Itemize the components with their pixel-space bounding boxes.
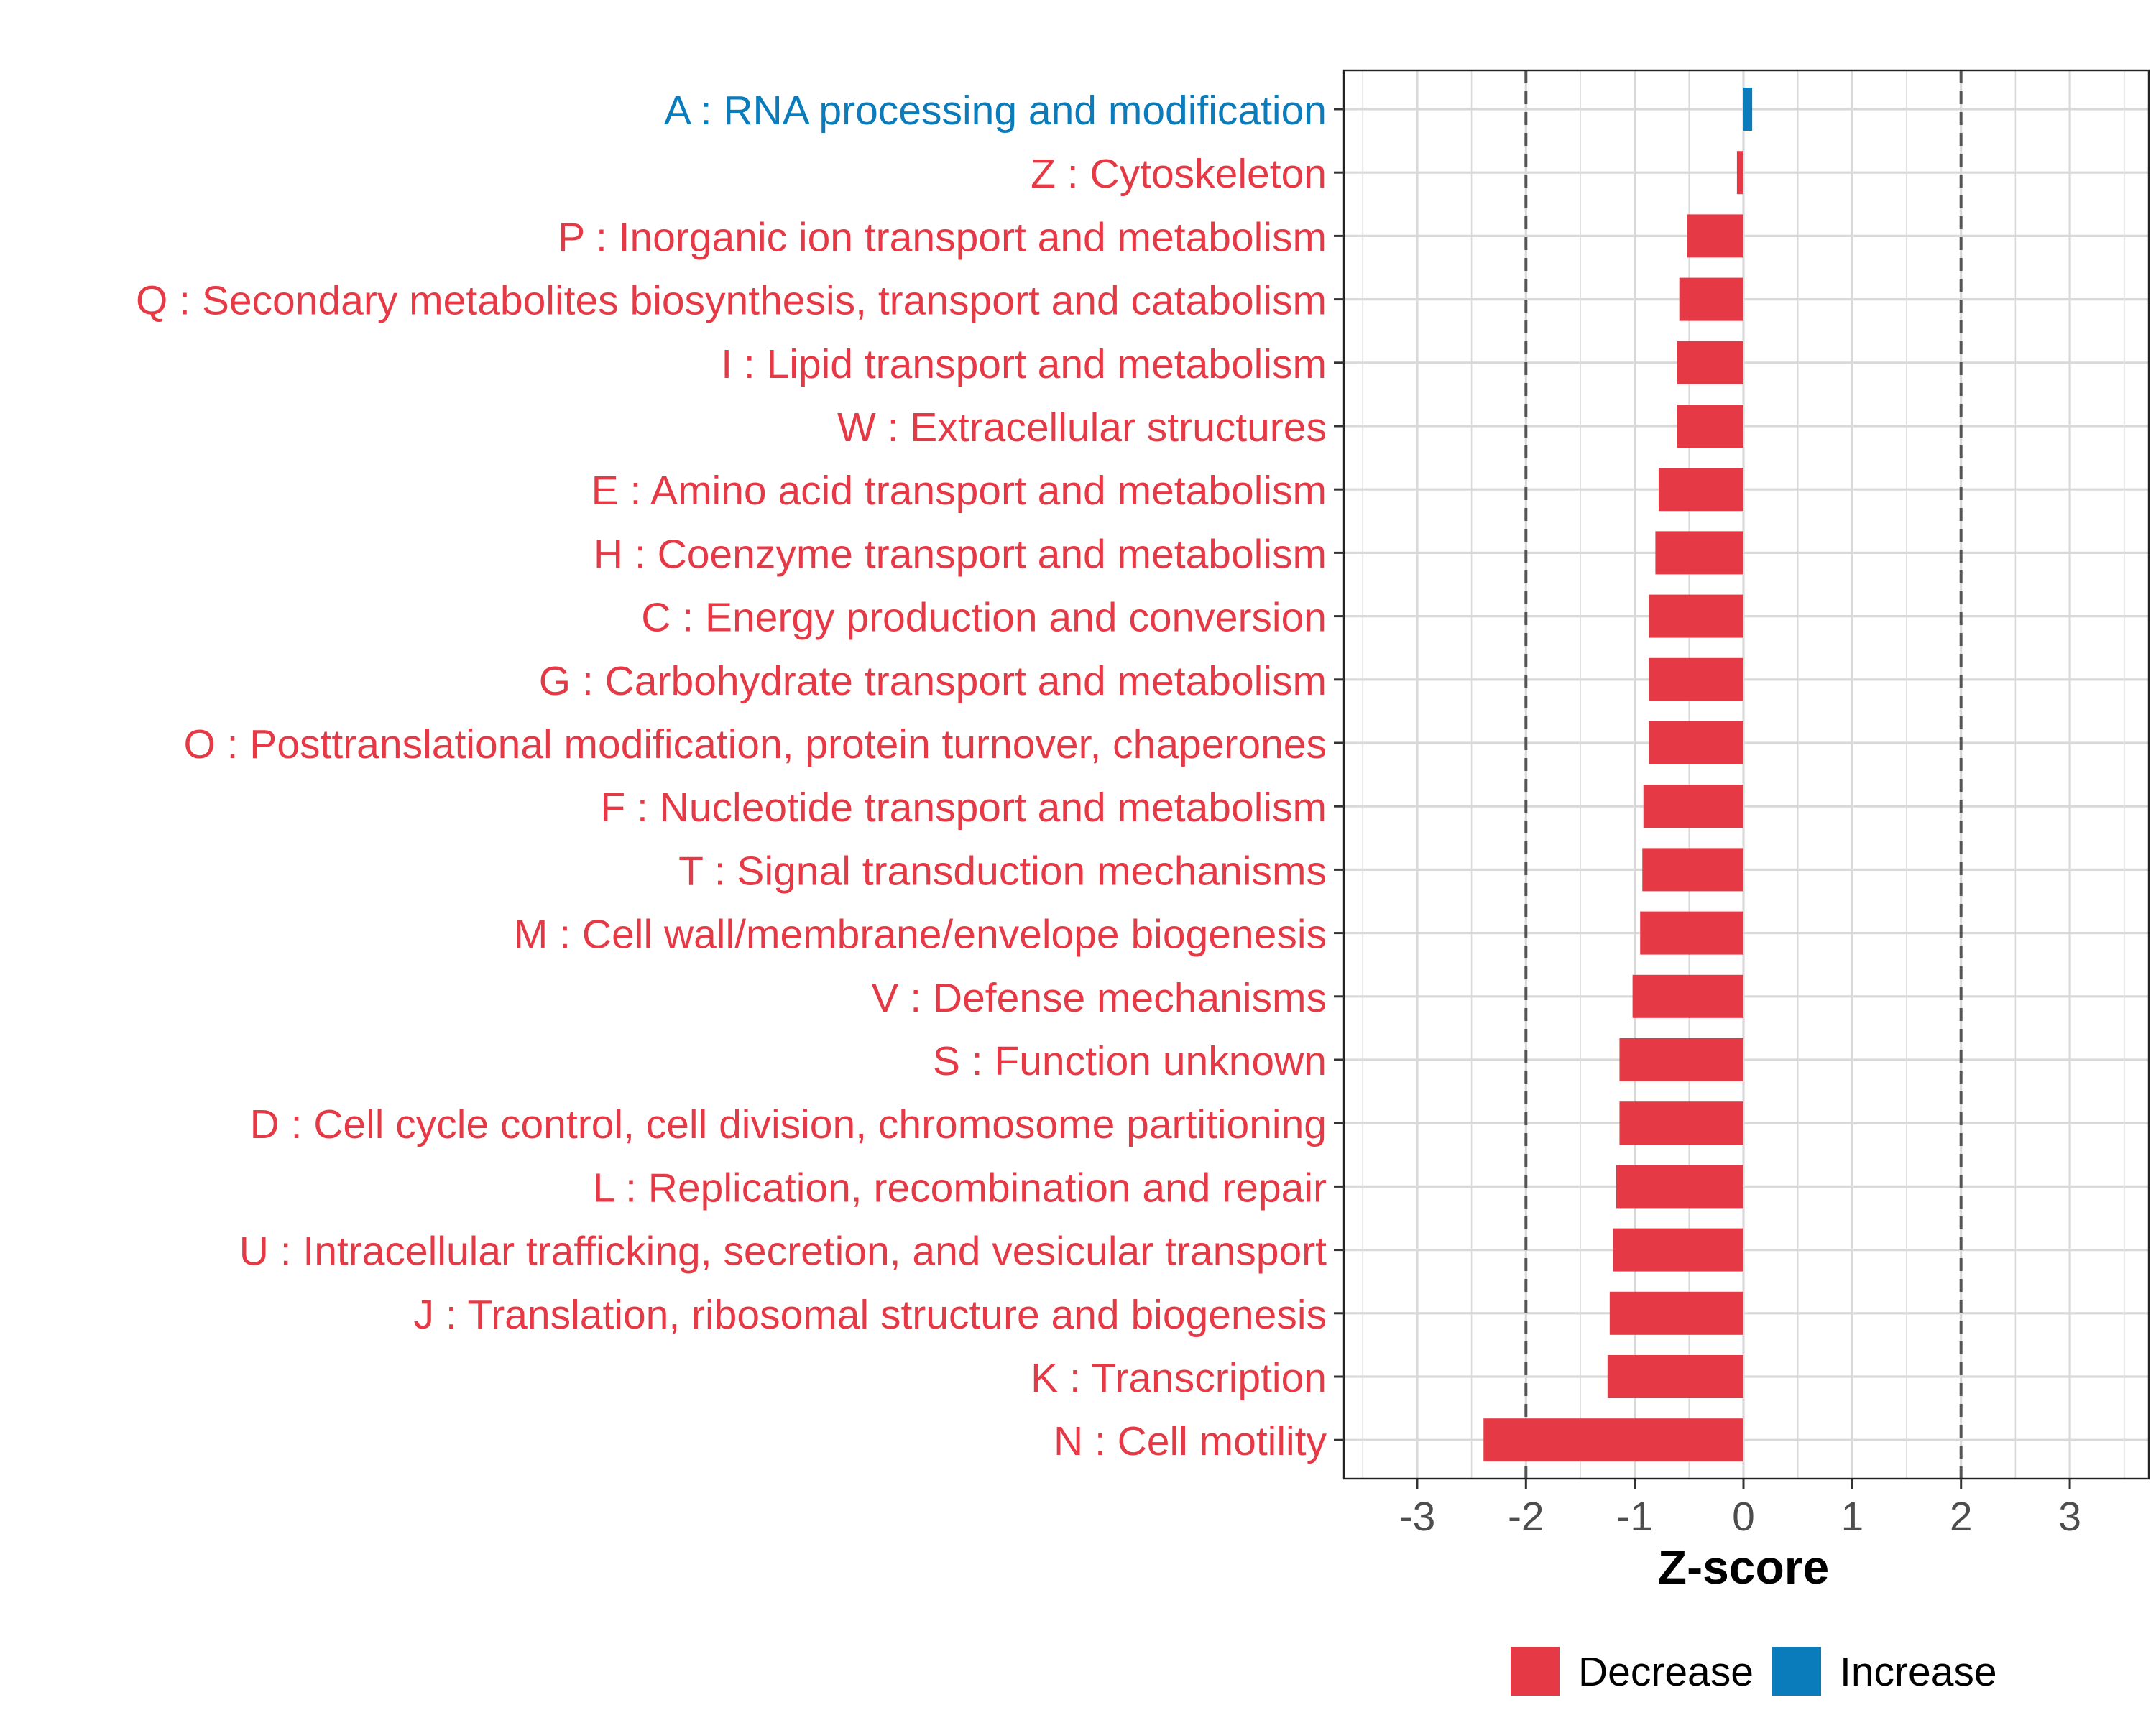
bar-t	[1642, 848, 1743, 892]
category-label: V : Defense mechanisms	[871, 975, 1327, 1021]
category-label: E : Amino acid transport and metabolism	[591, 468, 1327, 514]
legend-key-increase	[1772, 1647, 1821, 1696]
category-label: D : Cell cycle control, cell division, c…	[250, 1101, 1327, 1147]
category-label: F : Nucleotide transport and metabolism	[600, 785, 1327, 831]
bar-m	[1640, 911, 1743, 955]
y-axis-ticks	[1334, 108, 1344, 1441]
bar-q	[1679, 277, 1743, 321]
bar-v	[1632, 974, 1743, 1018]
category-label: I : Lipid transport and metabolism	[721, 341, 1327, 387]
category-label: S : Function unknown	[933, 1038, 1327, 1084]
bar-g	[1649, 657, 1743, 701]
x-axis-title: Z-score	[1658, 1540, 1829, 1594]
x-axis-labels: -3 -2 -1 0 1 2 3	[1399, 1494, 2081, 1540]
bar-k	[1607, 1355, 1743, 1398]
category-label: W : Extracellular structures	[837, 405, 1327, 451]
bar-w	[1677, 405, 1743, 448]
x-tick-label: 2	[1950, 1494, 1973, 1540]
x-tick-label: 1	[1841, 1494, 1864, 1540]
category-label: O : Posttranslational modification, prot…	[183, 721, 1327, 767]
category-label: G : Carbohydrate transport and metabolis…	[539, 658, 1327, 704]
legend-key-decrease	[1511, 1647, 1560, 1696]
bar-j	[1609, 1291, 1743, 1335]
bar-i	[1677, 341, 1743, 384]
bar-e	[1658, 468, 1743, 512]
category-label: C : Energy production and conversion	[641, 595, 1327, 641]
legend-label-increase: Increase	[1840, 1649, 1997, 1695]
x-tick-label: -1	[1616, 1494, 1653, 1540]
category-label: Q : Secondary metabolites biosynthesis, …	[136, 278, 1327, 324]
bar-u	[1613, 1228, 1743, 1272]
bar-s	[1619, 1038, 1743, 1081]
category-label: T : Signal transduction mechanisms	[678, 848, 1327, 894]
bar-z	[1736, 151, 1743, 195]
category-label: N : Cell motility	[1054, 1418, 1327, 1464]
x-tick-label: 3	[2058, 1494, 2081, 1540]
category-label: H : Coenzyme transport and metabolism	[594, 531, 1327, 577]
bar-o	[1649, 721, 1743, 764]
bar-c	[1649, 594, 1743, 638]
category-label: P : Inorganic ion transport and metaboli…	[558, 214, 1327, 260]
x-axis-ticks	[1416, 1479, 2071, 1489]
bar-f	[1643, 785, 1743, 828]
category-label: J : Translation, ribosomal structure and…	[414, 1292, 1327, 1338]
bar-n	[1483, 1418, 1743, 1462]
legend-label-decrease: Decrease	[1578, 1649, 1754, 1695]
plot-panel-border	[1342, 69, 2150, 1480]
bar-d	[1619, 1101, 1743, 1145]
category-label: M : Cell wall/membrane/envelope biogenes…	[514, 912, 1327, 958]
reference-lines	[1524, 70, 1963, 1479]
x-tick-label: 0	[1732, 1494, 1755, 1540]
category-label: K : Transcription	[1031, 1355, 1327, 1401]
category-label: A : RNA processing and modification	[664, 88, 1327, 134]
legend: Decrease Increase	[1511, 1647, 1997, 1696]
x-tick-label: -2	[1508, 1494, 1544, 1540]
bar-h	[1655, 531, 1743, 575]
x-tick-label: -3	[1399, 1494, 1436, 1540]
category-label: L : Replication, recombination and repai…	[593, 1165, 1327, 1211]
bar-l	[1616, 1165, 1743, 1209]
bars	[1483, 88, 1753, 1462]
category-label: U : Intracellular trafficking, secretion…	[239, 1229, 1327, 1275]
category-label: Z : Cytoskeleton	[1031, 151, 1327, 197]
bar-p	[1687, 214, 1743, 258]
y-axis-labels: A : RNA processing and modification Z : C…	[136, 88, 1327, 1464]
bar-a	[1743, 88, 1753, 131]
